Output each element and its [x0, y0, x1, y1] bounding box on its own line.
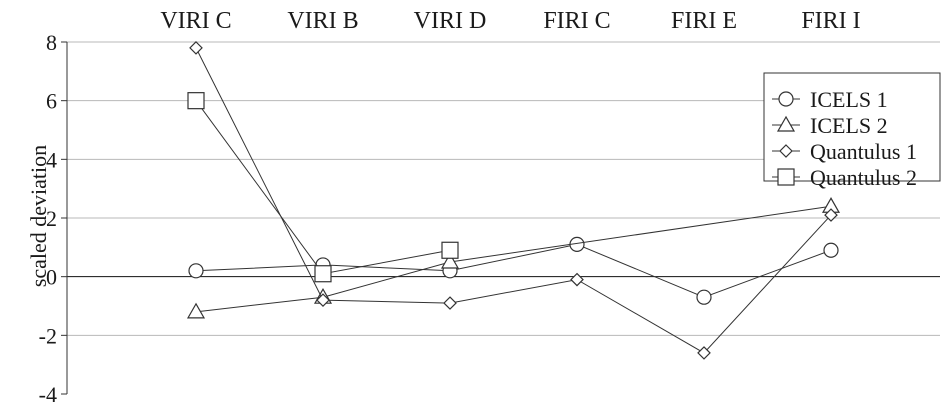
- y-tick-labels: -4 -2 0 2 4 6 8: [39, 30, 57, 404]
- legend-label: Quantulus 1: [810, 139, 917, 164]
- category-label: VIRI D: [414, 8, 487, 34]
- data-point: [314, 265, 332, 283]
- legend-marker: [778, 91, 794, 107]
- series-layer: [186, 41, 841, 360]
- legend-label: Quantulus 2: [810, 165, 917, 190]
- data-point: [570, 272, 584, 287]
- legend-label: ICELS 1: [810, 87, 888, 112]
- data-point: [187, 92, 205, 110]
- y-tick-label: 4: [46, 147, 57, 172]
- y-tick-label: -4: [39, 382, 57, 404]
- legend-marker: [776, 115, 796, 132]
- category-label: FIRI E: [671, 8, 737, 34]
- legend-marker: [779, 144, 793, 158]
- series-line: [195, 243, 832, 298]
- y-tick-label: 8: [46, 30, 57, 55]
- data-point: [441, 241, 459, 259]
- y-tick-label: 0: [46, 265, 57, 290]
- y-axis-label: scaled deviation: [26, 145, 51, 287]
- series-square: [187, 92, 459, 283]
- data-point: [824, 208, 838, 222]
- data-point: [823, 242, 839, 258]
- legend-item: ICELS 1: [772, 87, 888, 112]
- category-labels: VIRI C VIRI B VIRI D FIRI C FIRI E FIRI I: [160, 8, 860, 34]
- category-label: VIRI B: [287, 8, 358, 34]
- legend-item: ICELS 2: [772, 113, 888, 138]
- category-label: VIRI C: [160, 8, 231, 34]
- data-point: [443, 296, 457, 310]
- series-diamond: [189, 41, 838, 360]
- category-label: FIRI I: [801, 8, 860, 34]
- series-circle: [188, 236, 839, 305]
- legend-item: Quantulus 1: [772, 139, 917, 164]
- series-line: [195, 205, 832, 313]
- y-tick-label: -2: [39, 323, 57, 348]
- axes: [61, 41, 940, 395]
- data-point: [316, 293, 330, 307]
- y-tick-label: 6: [46, 89, 57, 114]
- data-point: [186, 302, 206, 319]
- legend-marker: [777, 168, 795, 186]
- legend-label: ICELS 2: [810, 113, 888, 138]
- legend-box: [763, 72, 941, 182]
- category-label: FIRI C: [543, 8, 610, 34]
- data-point: [188, 263, 204, 279]
- series-line: [195, 47, 832, 354]
- data-point: [189, 41, 203, 55]
- legend-item: Quantulus 2: [772, 165, 917, 190]
- data-point: [697, 346, 711, 360]
- y-tick-label: 2: [46, 206, 57, 231]
- series-line: [195, 100, 451, 275]
- data-point: [696, 289, 712, 305]
- data-point: [440, 252, 460, 269]
